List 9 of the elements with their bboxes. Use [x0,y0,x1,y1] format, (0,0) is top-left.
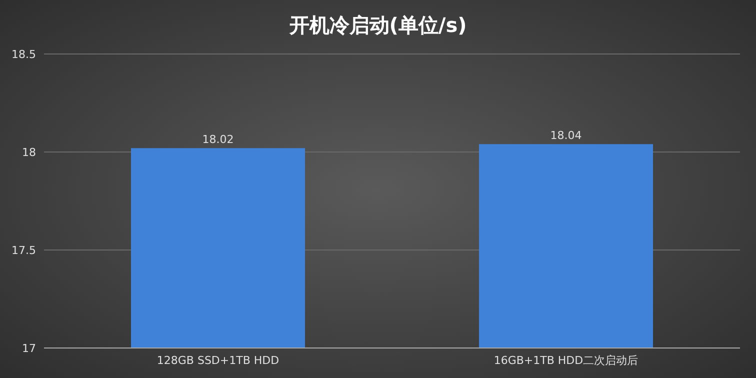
y-tick-label: 18.5 [12,48,36,61]
y-tick-label: 18 [22,146,36,159]
chart-title: 开机冷启动(单位/s) [288,12,468,39]
y-tick-label: 17.5 [12,244,36,257]
x-tick-label: 128GB SSD+1TB HDD [156,354,280,367]
x-tick-label: 16GB+1TB HDD二次启动后 [494,354,638,367]
data-label: 18.04 [550,129,582,142]
y-tick-label: 17 [22,342,36,355]
data-label: 18.02 [202,133,234,146]
